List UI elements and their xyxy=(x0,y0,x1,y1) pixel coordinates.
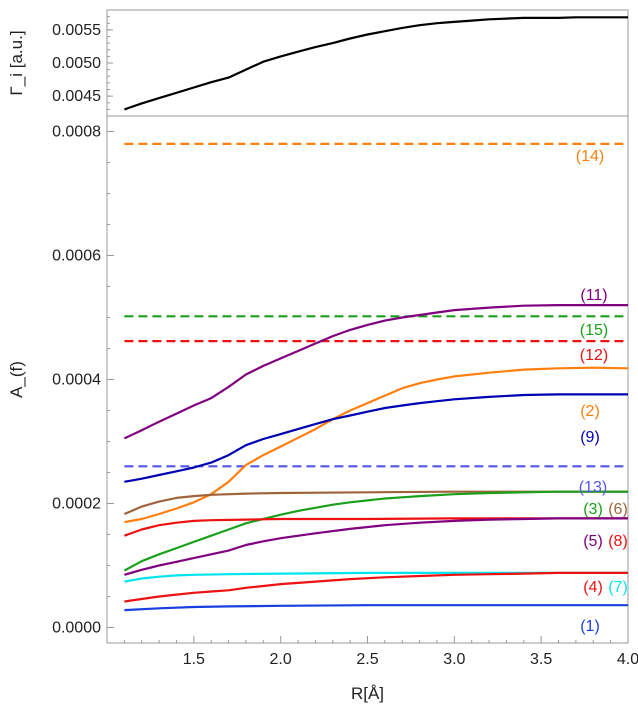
series-label-14: (14) xyxy=(576,148,604,165)
x-tick-label: 2.5 xyxy=(356,651,378,668)
series-label-7: (7) xyxy=(608,579,628,596)
amplitude-y-tick-label: 0.0004 xyxy=(52,372,101,389)
amplitude-x-ticks: 1.5 2.0 2.5 3.0 3.5 4.0 xyxy=(123,636,638,668)
gamma-y-tick-label: 0.0055 xyxy=(52,22,101,39)
series-line-9 xyxy=(124,393,628,483)
x-tick-label: 3.0 xyxy=(443,651,465,668)
series-line-11 xyxy=(123,304,628,440)
series-line-6 xyxy=(123,490,628,516)
x-axis-label: R[Å] xyxy=(351,684,384,703)
gamma-panel-frame xyxy=(106,9,629,117)
series-line-8 xyxy=(124,517,628,537)
series-label-13: (13) xyxy=(579,479,607,496)
series-line-7 xyxy=(124,571,628,583)
x-tick-label: 1.5 xyxy=(183,651,205,668)
series-label-5: (5) xyxy=(583,533,603,550)
amplitude-series xyxy=(123,142,629,612)
gamma-y-axis-label: Γ_i [a.u.] xyxy=(7,30,26,95)
series-line-3 xyxy=(123,490,628,572)
amplitude-y-tick-label: 0.0002 xyxy=(52,496,101,513)
x-tick-label: 3.5 xyxy=(530,651,552,668)
series-label-6: (6) xyxy=(608,501,628,518)
series-label-15: (15) xyxy=(580,322,608,339)
amplitude-y-tick-label: 0.0006 xyxy=(52,248,101,265)
series-line-5 xyxy=(124,517,628,576)
amplitude-y-axis-label: A_(f) xyxy=(7,361,26,398)
gamma-y-tick-label: 0.0045 xyxy=(52,88,101,105)
amplitude-panel: 0.0000 0.0002 0.0004 0.0006 0.0008 1.5 2.0 2.5… xyxy=(7,115,638,703)
series-label-8: (8) xyxy=(608,533,628,550)
amplitude-y-tick-label: 0.0008 xyxy=(52,124,101,141)
gamma-y-tick-label: 0.0050 xyxy=(52,55,101,72)
series-label-2: (2) xyxy=(580,403,600,420)
x-tick-label: 2.0 xyxy=(270,651,292,668)
gamma-y-ticks: 0.0045 0.0050 0.0055 xyxy=(52,16,113,110)
series-line-4 xyxy=(124,571,628,603)
series-label-9: (9) xyxy=(580,429,600,446)
gamma-series xyxy=(124,16,628,111)
series-label-1: (1) xyxy=(580,618,600,635)
series-label-12: (12) xyxy=(580,347,608,364)
series-label-4: (4) xyxy=(583,579,603,596)
gamma-panel: 0.0045 0.0050 0.0055 Γ_i [a.u.] xyxy=(7,9,629,117)
series-label-3: (3) xyxy=(583,501,603,518)
amplitude-y-ticks: 0.0000 0.0002 0.0004 0.0006 0.0008 xyxy=(52,124,114,637)
gamma-line xyxy=(124,16,628,111)
series-label-11: (11) xyxy=(580,287,607,304)
x-tick-label: 4.0 xyxy=(617,651,638,668)
amplitude-series-labels: (14) (15) (12) (13) (11) (2) (9) (6) (3) (8) (5) (7… xyxy=(576,148,628,635)
amplitude-y-tick-label: 0.0000 xyxy=(52,620,101,637)
series-line-1 xyxy=(124,604,628,612)
amplitude-panel-frame xyxy=(106,115,629,644)
